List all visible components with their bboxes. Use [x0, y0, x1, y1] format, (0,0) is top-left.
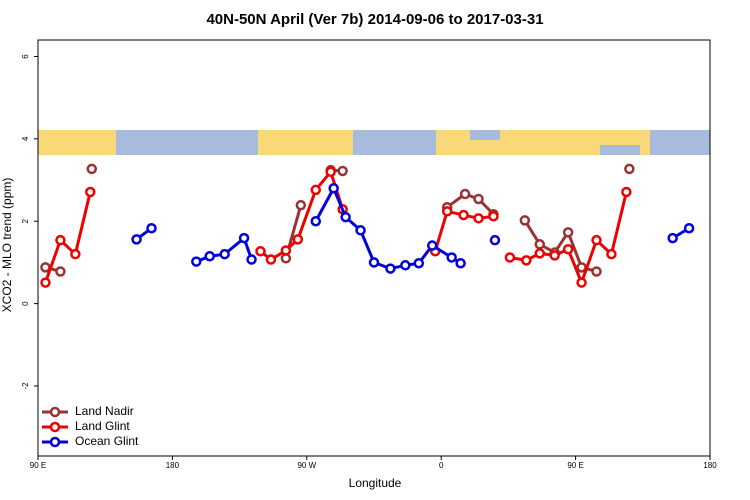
legend-marker — [49, 406, 61, 418]
data-point — [441, 206, 453, 217]
data-point — [55, 234, 66, 246]
data-point — [70, 248, 81, 260]
data-point — [355, 225, 366, 236]
series-line — [446, 192, 495, 216]
data-point — [606, 248, 617, 260]
data-point — [489, 234, 501, 246]
x-tick-label: 180 — [703, 461, 717, 470]
legend-label: Ocean Glint — [75, 434, 139, 448]
data-point — [146, 222, 157, 234]
data-point — [238, 232, 250, 244]
data-point — [255, 246, 266, 257]
data-point — [310, 215, 322, 227]
data-point — [562, 227, 574, 238]
data-point — [534, 248, 546, 259]
data-point — [295, 199, 307, 211]
plot-frame — [37, 39, 711, 457]
series-line — [44, 191, 92, 284]
data-point — [413, 257, 425, 269]
legend-label: Land Nadir — [75, 404, 134, 418]
data-point — [521, 255, 532, 266]
data-point — [385, 263, 396, 274]
data-point — [337, 165, 348, 177]
x-tick-label: 90 W — [297, 461, 316, 470]
data-point — [488, 211, 499, 222]
data-point — [624, 163, 635, 175]
y-tick-label: 4 — [21, 136, 30, 141]
y-tick-label: 2 — [21, 218, 30, 223]
data-point — [446, 252, 457, 263]
x-tick-label: 90 E — [567, 461, 583, 470]
data-point — [191, 256, 202, 267]
data-point — [340, 211, 351, 223]
data-point — [40, 277, 51, 288]
data-point — [368, 257, 380, 268]
data-point — [246, 254, 257, 265]
data-point — [426, 240, 438, 251]
data-point — [576, 277, 587, 288]
x-tick-label: 90 E — [30, 461, 46, 470]
data-point — [455, 257, 466, 269]
data-point — [534, 239, 546, 250]
data-point — [504, 252, 516, 263]
data-point — [591, 266, 602, 277]
y-tick-label: 6 — [21, 54, 30, 59]
data-point — [131, 234, 142, 245]
data-point — [549, 250, 560, 261]
data-point — [683, 222, 695, 234]
y-tick-label: 0 — [21, 301, 30, 306]
data-point — [400, 260, 411, 271]
ocean-band — [600, 145, 640, 155]
data-point — [292, 234, 304, 245]
chart-title: 40N-50N April (Ver 7b) 2014-09-06 to 201… — [206, 11, 543, 28]
data-point — [473, 213, 484, 224]
data-point — [458, 209, 469, 221]
data-point — [473, 193, 484, 205]
data-point — [219, 248, 230, 260]
data-point — [325, 166, 336, 178]
land-band — [258, 130, 353, 155]
data-point — [459, 188, 471, 200]
x-tick-label: 0 — [439, 461, 444, 470]
data-point — [562, 243, 574, 255]
data-point — [519, 215, 531, 226]
series-line — [314, 184, 462, 271]
y-tick-label: -2 — [21, 382, 30, 390]
data-point — [328, 183, 339, 194]
data-point — [265, 254, 277, 265]
data-point — [621, 186, 632, 198]
x-tick-label: 180 — [166, 461, 180, 470]
data-point — [667, 232, 678, 244]
y-axis-label: XCO2 - MLO trend (ppm) — [0, 178, 14, 313]
data-point — [204, 250, 215, 262]
legend-label: Land Glint — [75, 419, 130, 433]
land-band — [38, 130, 116, 155]
map-strip — [38, 130, 710, 155]
data-point — [85, 186, 96, 198]
legend-marker — [49, 421, 61, 433]
data-point — [310, 184, 322, 196]
legend-marker — [49, 436, 61, 448]
data-point — [55, 266, 66, 277]
x-axis-label: Longitude — [349, 476, 402, 490]
data-point — [280, 245, 292, 256]
ocean-band — [470, 130, 500, 140]
data-point — [86, 163, 98, 175]
data-point — [591, 234, 602, 246]
